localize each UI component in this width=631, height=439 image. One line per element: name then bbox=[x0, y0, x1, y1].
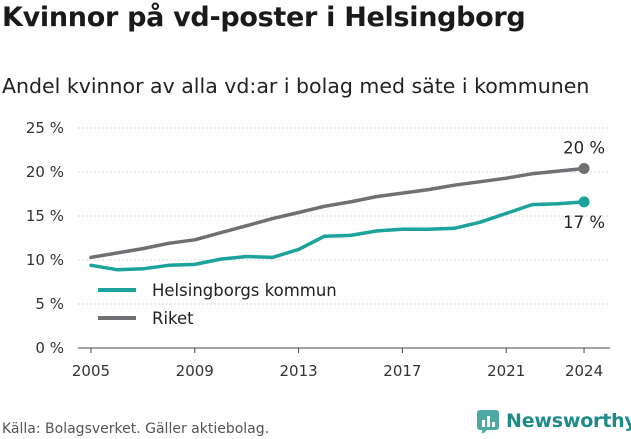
source-note: Källa: Bolagsverket. Gäller aktiebolag. bbox=[2, 421, 270, 437]
grid-lines bbox=[78, 127, 610, 305]
y-tick-label: 0 % bbox=[35, 339, 64, 357]
newsworthy-logo-icon bbox=[477, 410, 499, 433]
newsworthy-logo: Newsworthy bbox=[476, 409, 631, 433]
legend: Helsingborgs kommun Riket bbox=[98, 281, 337, 328]
y-tick-label: 20 % bbox=[26, 163, 64, 181]
chart-subtitle: Andel kvinnor av alla vd:ar i bolag med … bbox=[2, 74, 590, 98]
x-tick-label: 2017 bbox=[383, 362, 421, 380]
series-end-point-0 bbox=[578, 196, 590, 208]
series-end-label-1: 20 % bbox=[563, 138, 605, 157]
brand-name: Newsworthy bbox=[506, 410, 631, 432]
x-axis: 2005 2009 2013 2017 2021 2024 bbox=[72, 347, 610, 380]
series-line-0 bbox=[89, 200, 586, 272]
series-end-label-0: 17 % bbox=[563, 213, 605, 232]
y-tick-label: 10 % bbox=[26, 251, 64, 269]
series-end-point-1 bbox=[578, 162, 590, 174]
series-lines: 17 % 20 % bbox=[89, 138, 605, 272]
series-line-1 bbox=[89, 166, 586, 260]
y-tick-label: 15 % bbox=[26, 207, 64, 225]
x-tick-label: 2021 bbox=[487, 362, 525, 380]
chart-title: Kvinnor på vd-poster i Helsingborg bbox=[2, 2, 526, 33]
x-tick-label: 2009 bbox=[176, 362, 214, 380]
legend-label-1: Riket bbox=[152, 309, 194, 328]
y-tick-label: 5 % bbox=[35, 295, 64, 313]
legend-label-0: Helsingborgs kommun bbox=[152, 281, 337, 300]
y-axis-ticks: 0 % 5 % 10 % 15 % 20 % 25 % bbox=[26, 119, 64, 357]
x-tick-label: 2005 bbox=[72, 362, 110, 380]
x-tick-label: 2024 bbox=[565, 362, 603, 380]
x-tick-label: 2013 bbox=[279, 362, 317, 380]
y-tick-label: 25 % bbox=[26, 119, 64, 137]
